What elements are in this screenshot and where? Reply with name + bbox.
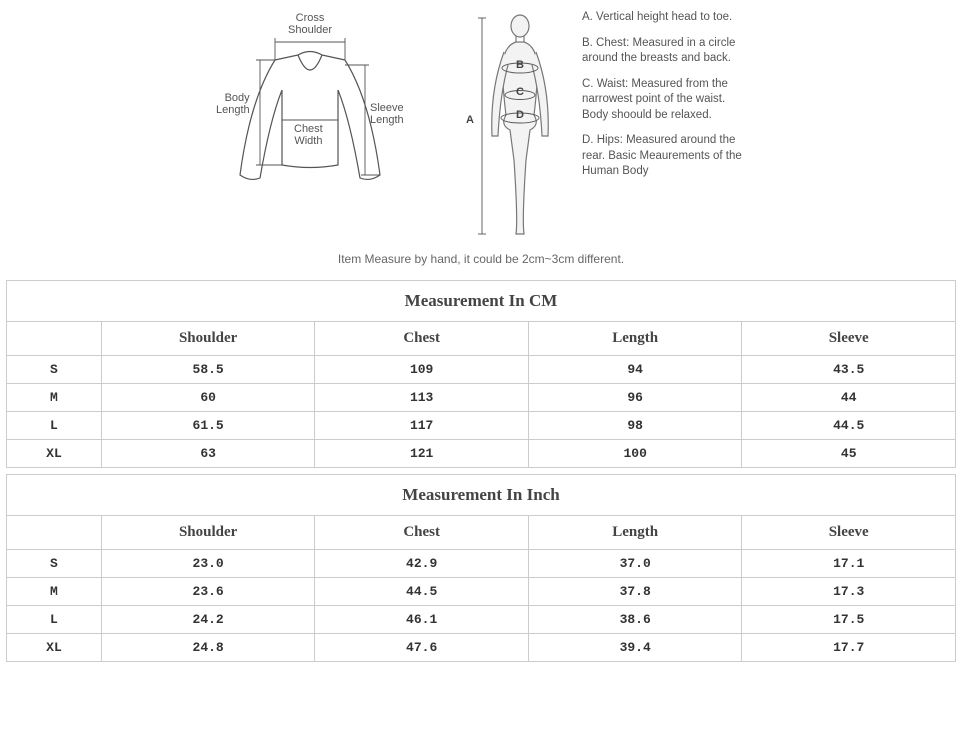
garment-diagram: Cross Shoulder Body Length Chest Width S… [210, 10, 410, 210]
table-row: L 24.2 46.1 38.6 17.5 [7, 606, 956, 634]
measure-note: Item Measure by hand, it could be 2cm~3c… [0, 248, 962, 280]
col-head: Length [528, 516, 742, 550]
diagram-area: Cross Shoulder Body Length Chest Width S… [0, 0, 962, 248]
table-row: Shoulder Chest Length Sleeve [7, 322, 956, 356]
legend-D: D. Hips: Measured around the rear. Basic… [582, 133, 752, 180]
letter-D: D [516, 109, 524, 121]
tables-container: Measurement In CM Shoulder Chest Length … [0, 280, 962, 674]
table-cm: Measurement In CM Shoulder Chest Length … [6, 280, 956, 468]
body-svg [470, 10, 570, 240]
table-row: XL 24.8 47.6 39.4 17.7 [7, 634, 956, 662]
col-head: Sleeve [742, 322, 956, 356]
body-figure: A B C D [470, 10, 570, 240]
body-diagram-block: A B C D A. Vertical height head to toe. … [470, 10, 752, 240]
legend-A: A. Vertical height head to toe. [582, 10, 752, 26]
table-row: S 23.0 42.9 37.0 17.1 [7, 550, 956, 578]
body-legend: A. Vertical height head to toe. B. Chest… [582, 10, 752, 190]
letter-C: C [516, 86, 524, 98]
table-row: M 60 113 96 44 [7, 384, 956, 412]
table-row: Measurement In CM [7, 281, 956, 322]
label-body-length: Body Length [216, 92, 250, 116]
col-head: Shoulder [101, 516, 315, 550]
legend-C: C. Waist: Measured from the narrowest po… [582, 77, 752, 124]
col-head: Chest [315, 322, 529, 356]
table-row: Shoulder Chest Length Sleeve [7, 516, 956, 550]
col-head: Shoulder [101, 322, 315, 356]
table-row: M 23.6 44.5 37.8 17.3 [7, 578, 956, 606]
col-head: Chest [315, 516, 529, 550]
table-row: S 58.5 109 94 43.5 [7, 356, 956, 384]
table-inch-title: Measurement In Inch [7, 475, 956, 516]
table-row: Measurement In Inch [7, 475, 956, 516]
label-sleeve-length: Sleeve Length [370, 102, 404, 126]
label-cross-shoulder: Cross Shoulder [288, 12, 332, 36]
col-head: Length [528, 322, 742, 356]
table-row: XL 63 121 100 45 [7, 440, 956, 468]
table-inch: Measurement In Inch Shoulder Chest Lengt… [6, 474, 956, 662]
letter-A: A [466, 114, 474, 126]
col-head: Sleeve [742, 516, 956, 550]
label-chest-width: Chest Width [294, 123, 323, 147]
table-row: L 61.5 117 98 44.5 [7, 412, 956, 440]
table-cm-title: Measurement In CM [7, 281, 956, 322]
legend-B: B. Chest: Measured in a circle around th… [582, 36, 752, 67]
letter-B: B [516, 59, 524, 71]
